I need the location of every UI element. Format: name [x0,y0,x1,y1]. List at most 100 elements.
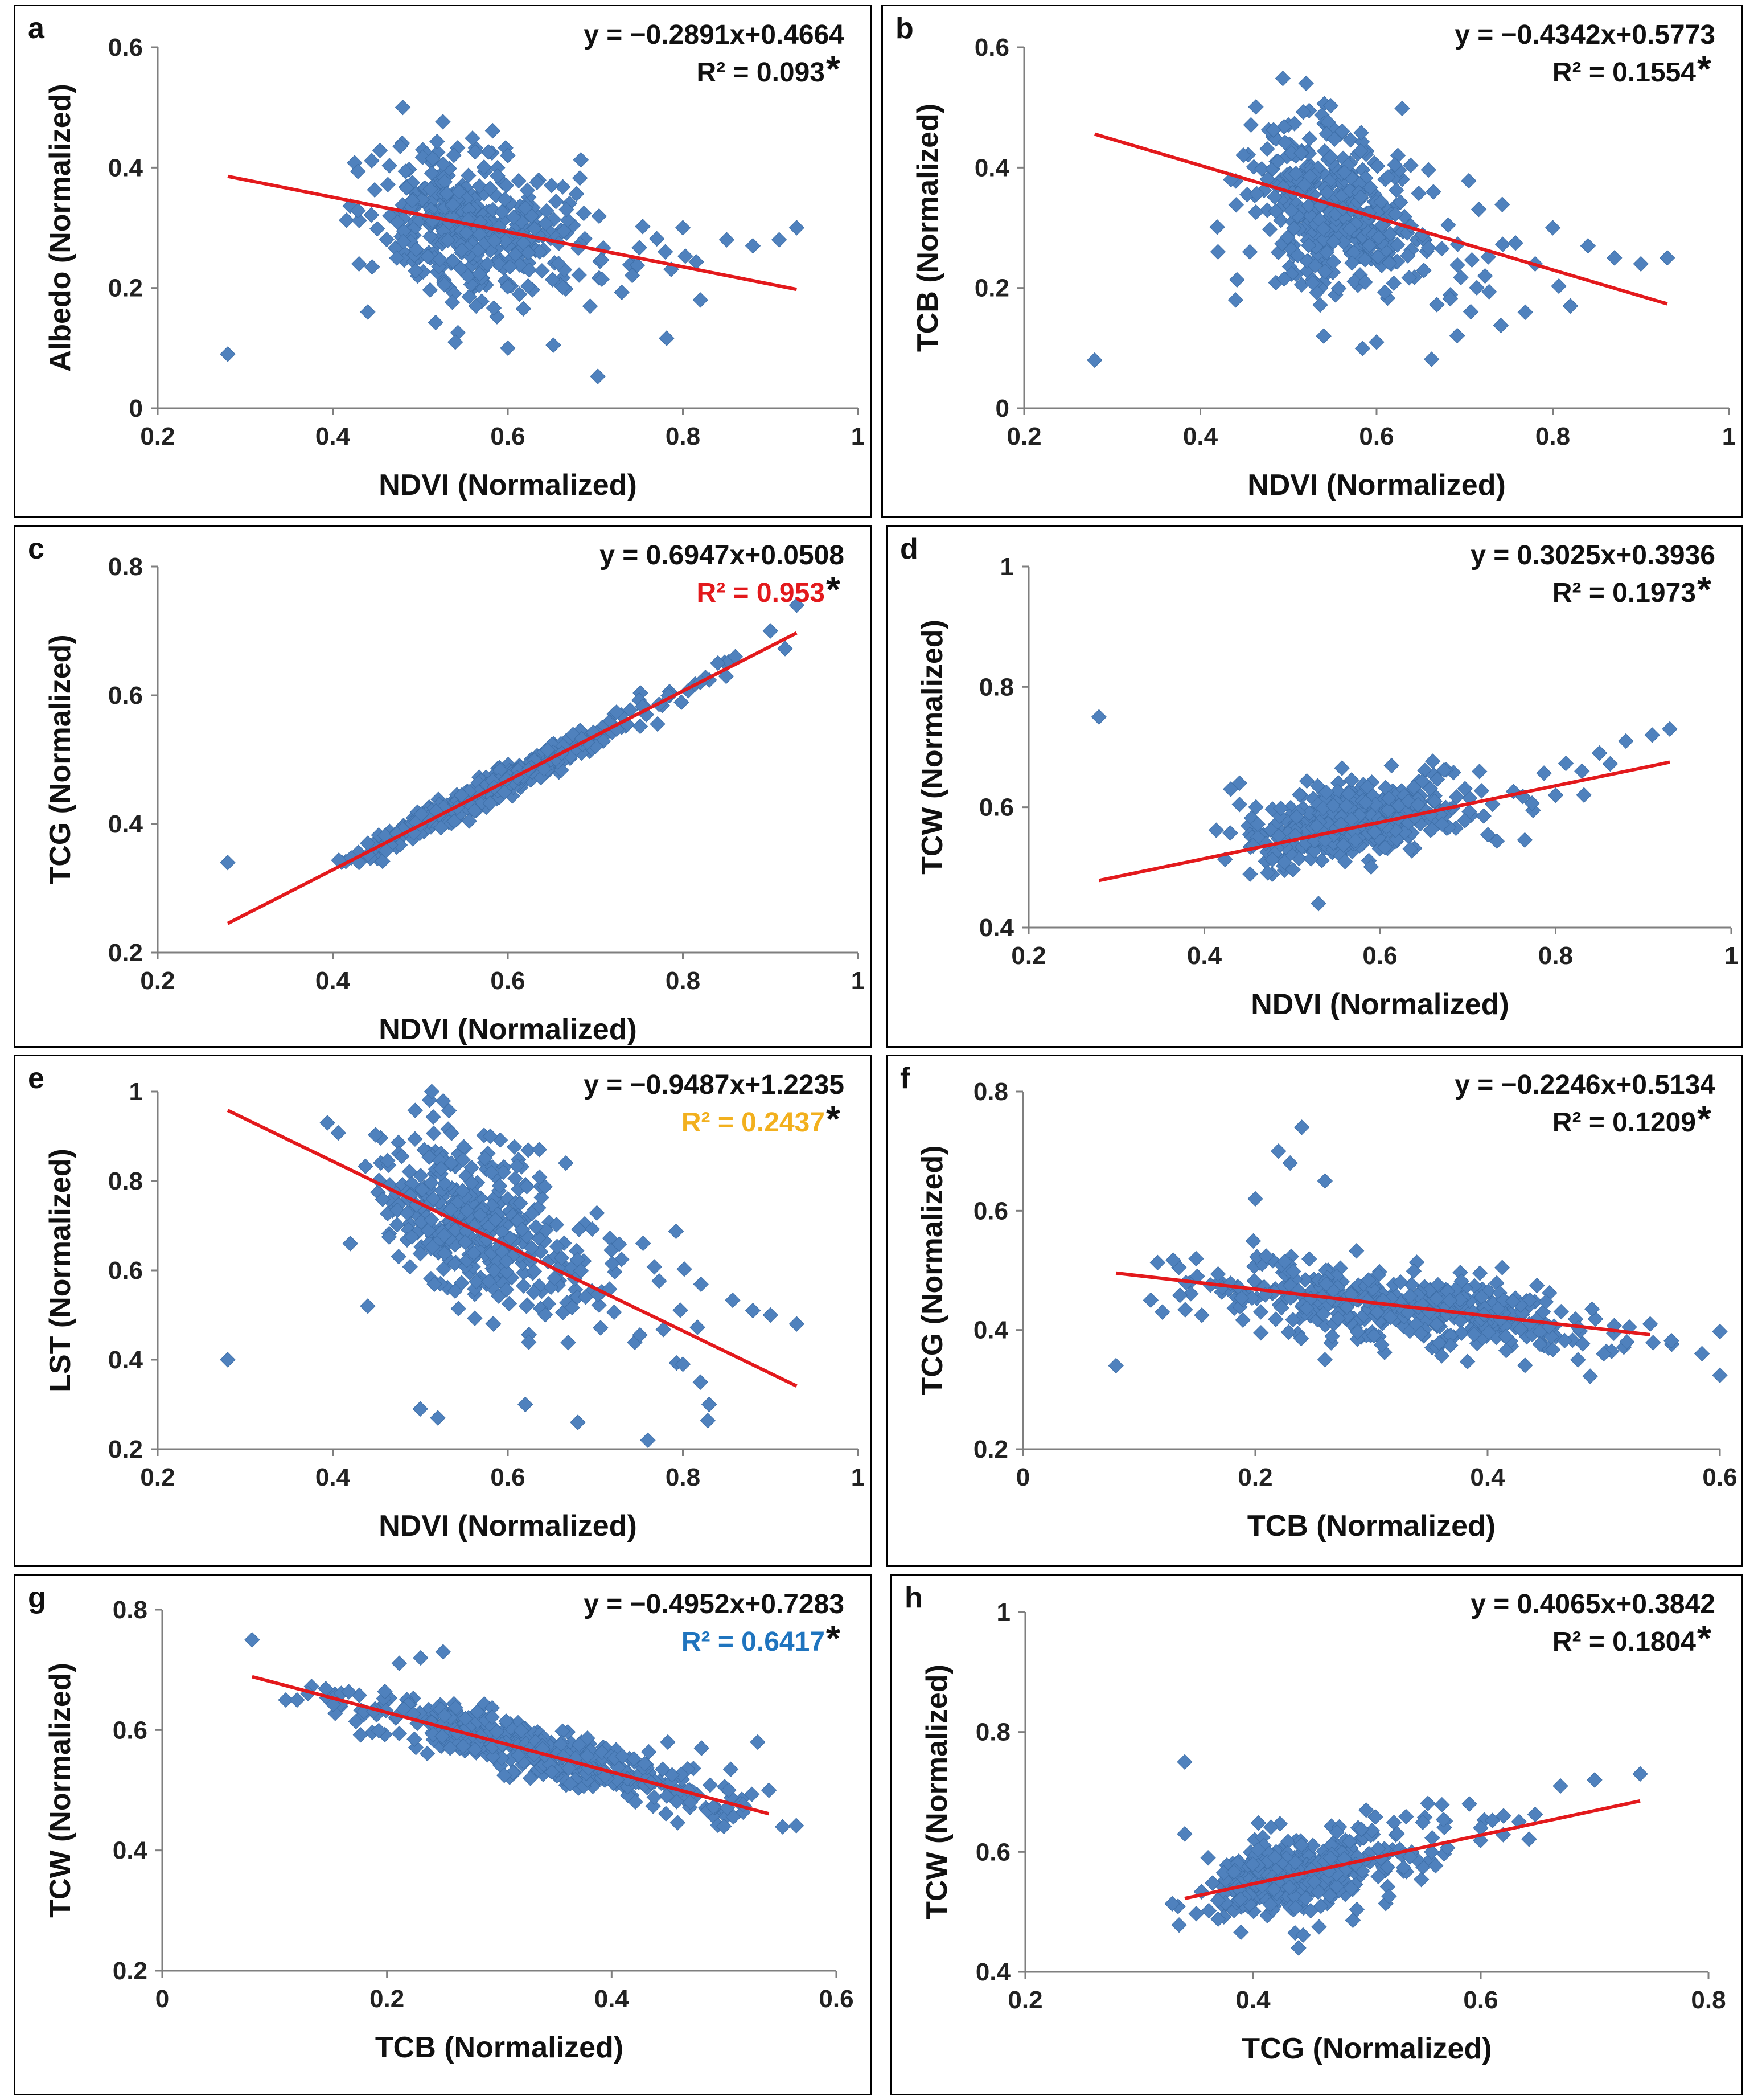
data-point [725,1292,741,1309]
data-point [636,1756,653,1772]
data-point [672,1302,688,1318]
data-point [1248,799,1264,815]
data-point [1312,297,1328,313]
r-squared: R² = 0.1554 [1552,58,1696,88]
data-point [1410,797,1426,813]
data-point [1334,760,1350,776]
data-point [1645,1335,1661,1351]
data-point [1319,184,1336,200]
x-tick-label: 0.6 [490,967,525,995]
data-point [1694,1346,1710,1361]
data-point [1272,808,1288,825]
data-point [1298,75,1314,92]
data-point [343,850,359,866]
data-point [1381,790,1397,806]
data-point [1311,1919,1327,1935]
x-tick-label: 0.6 [490,423,525,450]
data-point [1582,1368,1598,1384]
data-point [506,209,521,225]
data-point [1547,787,1564,803]
data-point [640,1744,657,1760]
data-point [572,170,588,186]
data-point [1271,1143,1287,1159]
data-point [351,256,367,272]
y-tick-label: 0.6 [108,34,143,61]
data-point [606,1304,622,1320]
panel-letter: e [28,1062,44,1095]
data-point [358,1158,373,1175]
data-point [459,1203,475,1219]
data-point [484,1709,500,1725]
y-tick-label: 1 [1000,553,1014,581]
data-point [1481,284,1497,300]
data-point [1358,1802,1374,1818]
chart-c: c 0.2 0.4 0.6 0.8 1 0.2 0.4 0.6 0.8 NDVI (Normaliz… [28,532,865,1046]
data-point [442,1740,458,1756]
data-point [1354,341,1371,356]
data-point [614,1748,631,1765]
data-point [1325,254,1342,270]
data-point [447,1283,463,1299]
data-point [445,196,461,213]
trendline [227,631,798,925]
data-point [412,1245,429,1262]
data-point [1511,1814,1527,1830]
data-point [389,214,405,230]
data-point [434,1728,450,1744]
r-squared: R² = 0.093 [697,58,825,88]
data-point [590,368,606,384]
data-point [420,248,436,265]
data-point [1341,1834,1358,1849]
data-point [339,212,355,228]
y-tick-label: 0.2 [975,274,1009,302]
data-point [668,1794,685,1810]
data-point [1293,145,1309,161]
data-point [424,1084,440,1100]
data-point [1494,236,1511,252]
data-point [350,163,366,179]
data-point [1277,134,1293,150]
data-point [1342,221,1358,237]
data-point [571,1221,587,1237]
data-point [1295,1927,1311,1943]
data-point [465,130,480,146]
data-point [1427,793,1443,809]
data-point [570,1414,586,1430]
data-point [1338,798,1354,814]
data-point [319,1115,335,1131]
x-tick-label: 0.2 [1238,1463,1272,1491]
data-point [381,158,397,174]
data-point [1309,818,1325,834]
data-point [1472,764,1488,780]
data-point [1253,1325,1269,1341]
y-axis-title: LST (Normalized) [44,1149,77,1392]
data-point [1473,783,1490,799]
data-point [1380,802,1396,818]
data-point [788,220,805,236]
data-point [407,1102,423,1118]
data-point [1307,258,1323,274]
data-point [437,1175,453,1192]
data-point [1336,164,1353,181]
significance-star: * [826,1618,840,1659]
data-point [1252,1304,1269,1320]
data-point [467,144,483,160]
data-point [220,1352,236,1368]
data-point [367,182,383,198]
data-point [611,1236,627,1252]
data-point [429,133,445,150]
x-tick-label: 0.8 [666,423,700,450]
data-point [1712,1323,1728,1340]
data-point [1380,169,1396,185]
data-point [614,284,630,301]
data-point [1377,284,1393,300]
data-point [433,819,449,836]
y-axis-title: TCW (Normalized) [916,620,949,875]
data-point [1317,832,1333,848]
data-point [1322,97,1339,114]
data-point [1342,182,1358,199]
data-point [1266,1881,1282,1897]
r-squared: R² = 0.953 [697,578,825,608]
y-axis-title: TCG (Normalized) [916,1145,949,1395]
data-point [391,1725,408,1742]
